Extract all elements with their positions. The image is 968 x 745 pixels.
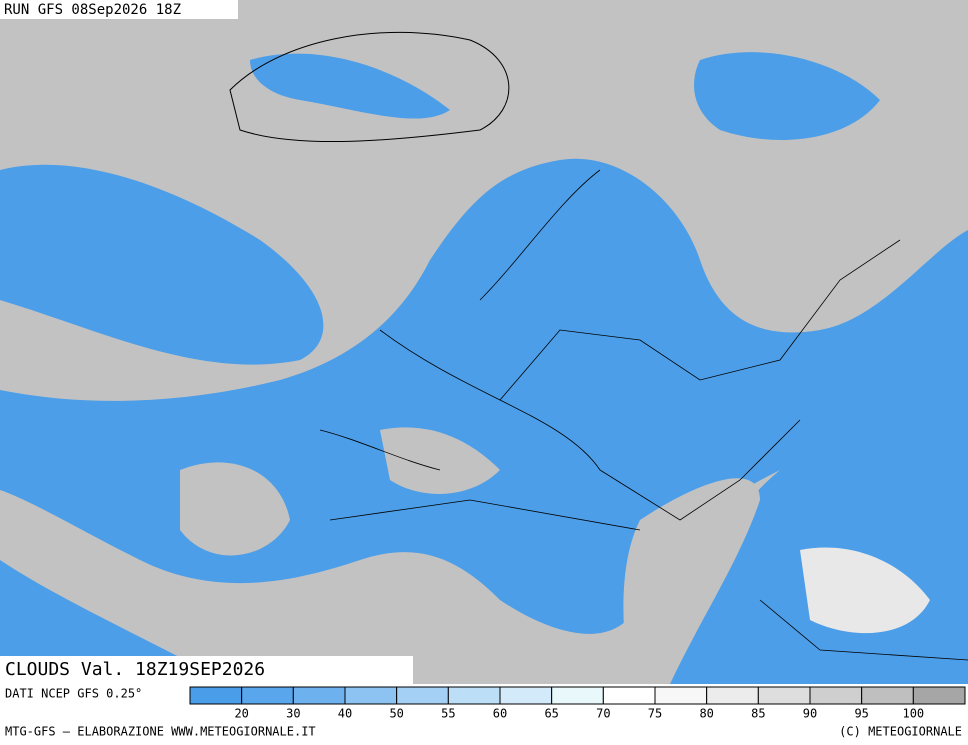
map-label-box [0, 656, 413, 684]
source-label: DATI NCEP GFS 0.25° [5, 687, 142, 701]
legend-tick-label: 50 [389, 707, 403, 721]
legend-tick-label: 100 [902, 707, 924, 721]
legend-swatch [292, 686, 346, 705]
legend-swatch [654, 686, 708, 705]
run-box [0, 0, 238, 19]
footer-left: MTG-GFS — ELABORAZIONE WWW.METEOGIORNALE… [5, 725, 316, 739]
run-label: RUN GFS 08Sep2026 18Z [4, 2, 181, 18]
legend-tick-label: 85 [751, 707, 765, 721]
map-label: CLOUDS Val. 18Z19SEP2026 [5, 659, 265, 680]
legend-swatch [499, 686, 553, 705]
legend-swatch [861, 686, 914, 705]
footer-right: (C) METEOGIORNALE [839, 725, 962, 739]
legend-tick-label: 80 [699, 707, 713, 721]
cloud-map [0, 0, 968, 685]
legend-tick-label: 65 [544, 707, 558, 721]
legend-swatch [396, 686, 449, 705]
legend-swatch [602, 686, 656, 705]
legend-tick-label: 75 [648, 707, 662, 721]
legend-swatch [551, 686, 604, 705]
legend-swatch [706, 686, 759, 705]
legend-swatch [241, 686, 294, 705]
legend-tick-label: 95 [854, 707, 868, 721]
legend-tick-label: 90 [803, 707, 817, 721]
legend-swatch [344, 686, 398, 705]
legend-tick-label: 60 [493, 707, 507, 721]
legend-swatch [189, 686, 243, 705]
legend-tick-label: 40 [338, 707, 352, 721]
legend-tick-label: 20 [234, 707, 248, 721]
legend-tick-label: 70 [596, 707, 610, 721]
legend-swatch [809, 686, 863, 705]
legend-tick-label: 30 [286, 707, 300, 721]
legend-swatch [447, 686, 501, 705]
legend-tick-label: 55 [441, 707, 455, 721]
legend: 20 30 40 50 55 60 65 70 75 80 85 90 95 100 [189, 686, 966, 721]
legend-swatch [912, 686, 966, 705]
legend-swatch [757, 686, 811, 705]
